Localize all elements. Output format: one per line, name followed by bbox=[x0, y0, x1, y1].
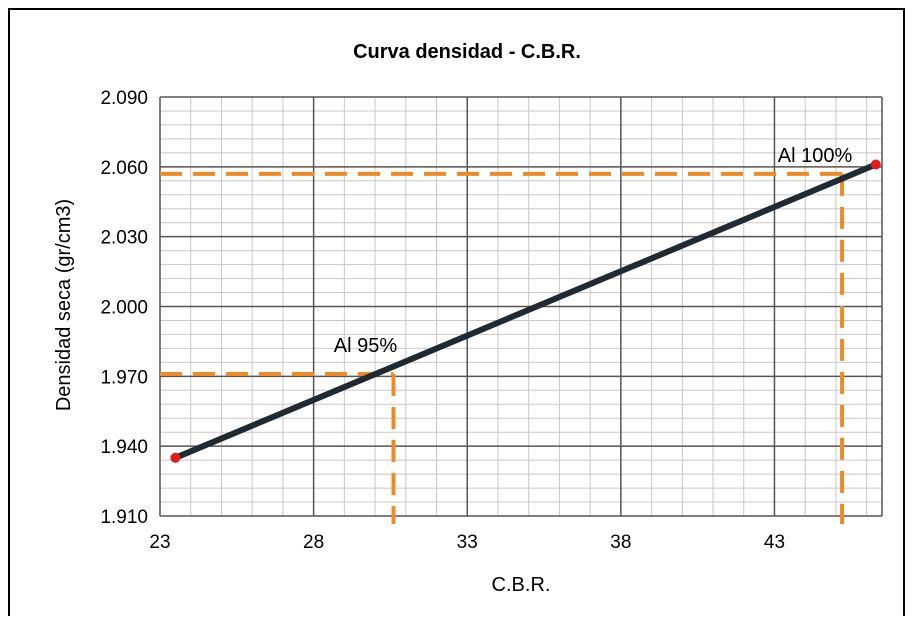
y-tick-label: 1.910 bbox=[100, 507, 148, 528]
chart-title: Curva densidad - C.B.R. bbox=[353, 41, 581, 63]
x-tick-label: 28 bbox=[303, 532, 324, 553]
x-tick-label: 23 bbox=[149, 532, 170, 553]
y-tick-label: 2.090 bbox=[100, 88, 148, 109]
grid bbox=[159, 96, 883, 517]
annotations: Al 95% Al 100% bbox=[334, 145, 853, 357]
tick-labels: 23 28 33 38 43 1.910 1.940 1.970 2.000 2.030 2.060… bbox=[100, 88, 785, 553]
series-line bbox=[172, 161, 879, 461]
annotation-label: Al 100% bbox=[778, 145, 853, 167]
y-tick-label: 1.940 bbox=[100, 437, 148, 458]
y-tick-label: 2.000 bbox=[100, 298, 148, 319]
reference-lines bbox=[160, 171, 845, 524]
x-tick-label: 38 bbox=[610, 532, 631, 553]
y-tick-label: 2.030 bbox=[100, 228, 148, 249]
annotation-label: Al 95% bbox=[334, 335, 398, 357]
x-tick-label: 33 bbox=[457, 532, 478, 553]
y-axis-label: Densidad seca (gr/cm3) bbox=[53, 199, 75, 411]
y-tick-label: 1.970 bbox=[100, 367, 148, 388]
data-point-marker bbox=[170, 452, 181, 463]
series bbox=[170, 159, 881, 463]
data-point-marker bbox=[870, 159, 881, 170]
y-tick-label: 2.060 bbox=[100, 158, 148, 179]
chart-frame bbox=[8, 8, 905, 616]
x-axis-label: C.B.R. bbox=[492, 574, 551, 596]
x-tick-label: 43 bbox=[764, 532, 785, 553]
